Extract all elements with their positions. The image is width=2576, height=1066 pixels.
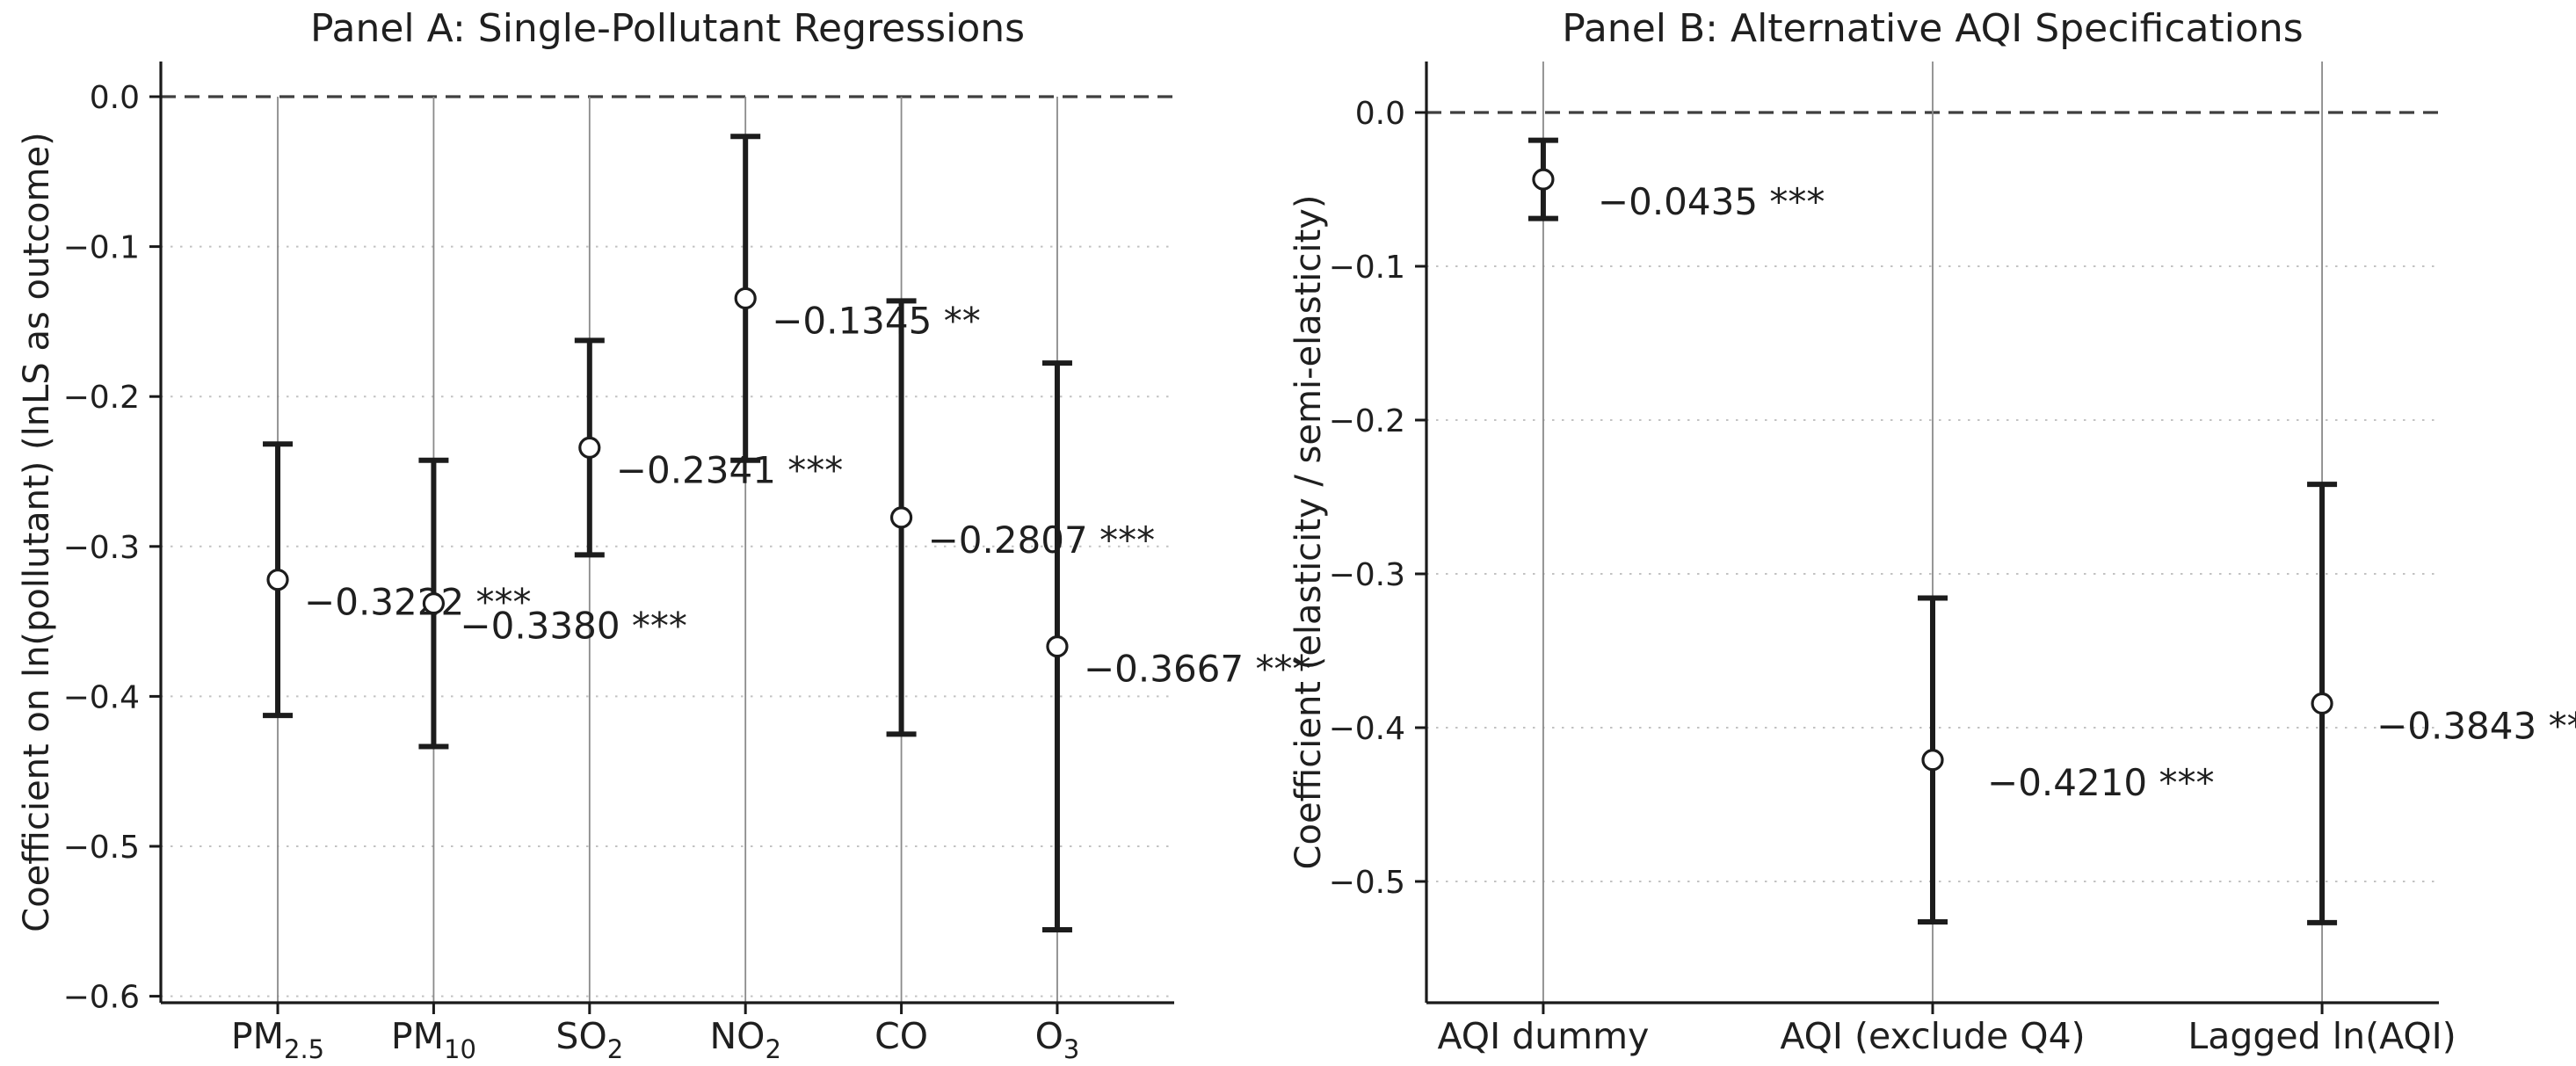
category-label: SO2: [555, 1015, 623, 1064]
panel-b-group: −0.0435 *** −0.4210 *** −0.3843 *** 0.0 −0.1…: [1288, 6, 2576, 1057]
y-axis-label: Coefficient (elasticity / semi-elasticit…: [1288, 195, 1329, 870]
annotation-label: −0.2341 ***: [616, 448, 844, 491]
point-marker: [889, 506, 913, 529]
category-label: PM10: [391, 1015, 476, 1064]
y-axis-tick-label: −0.2: [63, 380, 140, 416]
y-axis-tick-label: −0.2: [1329, 403, 1405, 439]
y-axis-tick-label: 0.0: [1355, 96, 1405, 132]
y-axis-tick-label: −0.3: [63, 530, 140, 566]
panel-title: Panel B: Alternative AQI Specifications: [1562, 6, 2303, 51]
category-label: CO: [874, 1015, 928, 1057]
annotation-label: −0.2807 ***: [928, 518, 1156, 562]
y-axis-tick-label: −0.4: [1329, 711, 1405, 747]
y-axis-tick-label: −0.1: [63, 230, 140, 266]
annotation-label: −0.4210 ***: [1987, 761, 2215, 804]
annotation-label: −0.3843 ***: [2376, 705, 2576, 748]
point-marker: [734, 286, 757, 310]
annotation-label: −0.1345 **: [772, 299, 981, 342]
annotation-label: −0.0435 ***: [1598, 180, 1825, 223]
point-marker: [1532, 168, 1555, 191]
point-marker: [1046, 635, 1069, 658]
y-axis-tick-label: −0.6: [63, 980, 140, 1016]
y-axis-tick-label: −0.5: [63, 830, 140, 866]
y-axis-label: Coefficient on ln(pollutant) (lnLS as ou…: [17, 132, 57, 932]
annotation-label: −0.3222 ***: [304, 581, 532, 624]
panel-title: Panel A: Single-Pollutant Regressions: [310, 6, 1025, 51]
category-label: PM2.5: [231, 1015, 324, 1064]
y-axis-tick-label: −0.3: [1329, 557, 1405, 593]
annotation-label: −0.3380 ***: [460, 605, 687, 648]
y-axis-tick-label: −0.1: [1329, 250, 1405, 286]
annotation-label: −0.3667 ***: [1084, 648, 1311, 691]
point-marker: [266, 569, 289, 591]
point-marker: [2311, 692, 2333, 715]
y-axis-tick-label: −0.5: [1329, 865, 1405, 901]
point-marker: [1921, 749, 1944, 772]
y-axis-tick-label: −0.4: [63, 679, 140, 715]
category-label: AQI (exclude Q4): [1780, 1015, 2085, 1057]
category-label: O3: [1035, 1015, 1080, 1064]
y-axis-tick-label: 0.0: [90, 80, 140, 116]
category-label: Lagged ln(AQI): [2188, 1015, 2456, 1057]
category-label: NO2: [709, 1015, 780, 1064]
point-marker: [578, 436, 601, 459]
point-marker: [422, 592, 446, 615]
category-label: AQI dummy: [1437, 1015, 1649, 1057]
panel-a-group: −0.3222 ***−0.3380 *** −0.2341 *** −0.1345…: [17, 6, 1310, 1064]
